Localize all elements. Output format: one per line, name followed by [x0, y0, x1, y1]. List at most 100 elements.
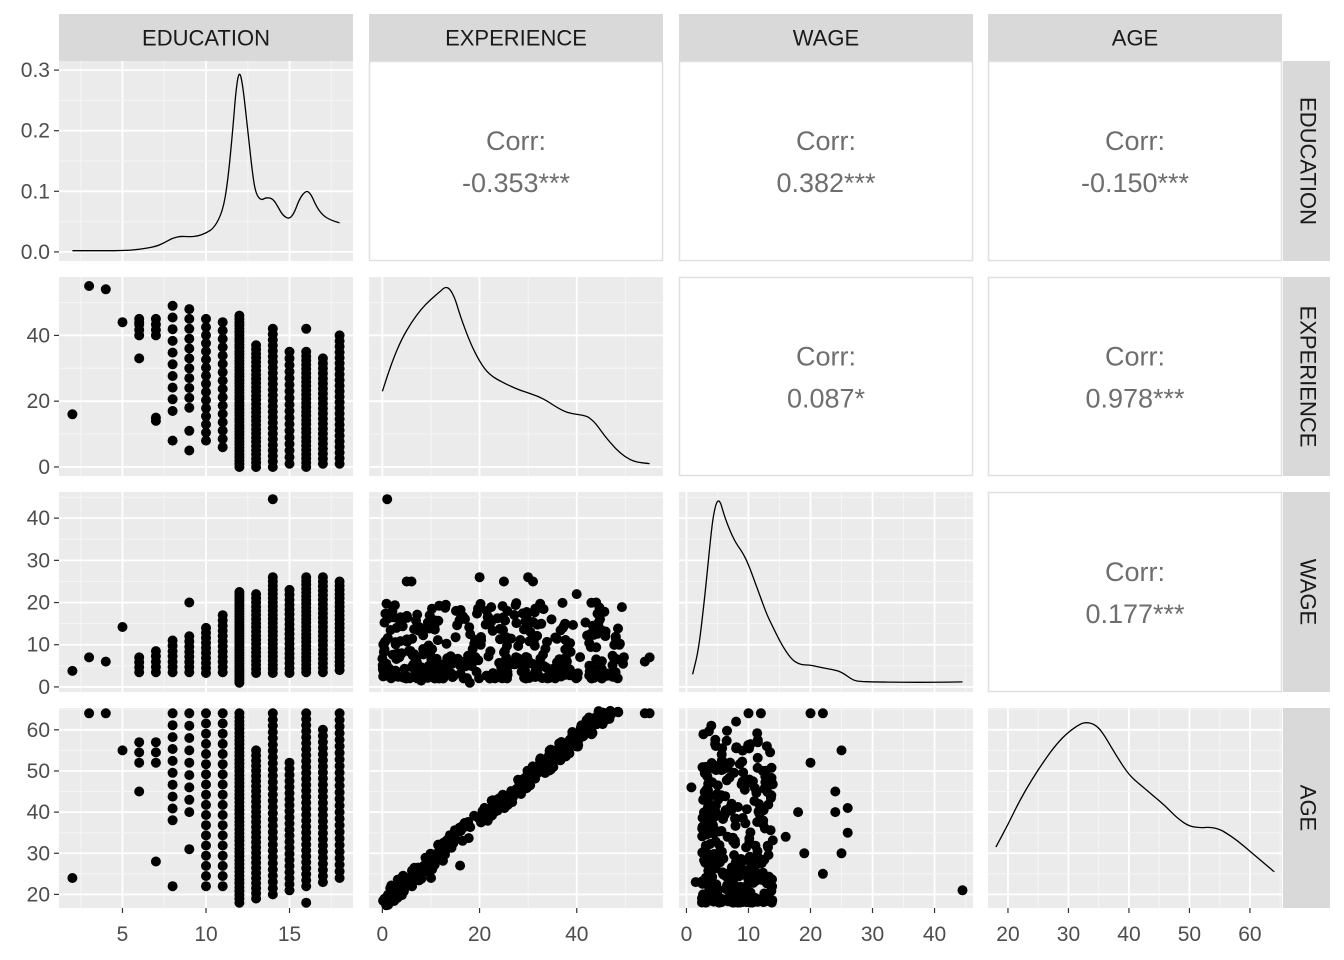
scatter-point [748, 854, 759, 865]
y-tick-label: 20 [27, 390, 50, 413]
scatter-point [217, 830, 228, 841]
scatter-point [474, 572, 485, 583]
scatter-point [701, 762, 712, 773]
scatter-point [167, 755, 178, 766]
scatter-point [744, 895, 755, 906]
scatter-point [301, 346, 312, 357]
scatter-point [167, 406, 178, 416]
scatter-point [518, 666, 529, 676]
y-axis-age: 20 30 40 50 60 [27, 719, 59, 906]
scatter-point [217, 810, 228, 820]
scatter-point [501, 652, 512, 663]
scatter-point [201, 769, 211, 780]
scatter-point [234, 708, 245, 719]
scatter-point [591, 597, 602, 608]
scatter-point [201, 622, 211, 633]
scatter-point [483, 612, 494, 622]
row-strip-label: AGE [1296, 785, 1321, 831]
scatter-point [201, 395, 211, 406]
x-tick-label: 30 [861, 923, 884, 946]
y-tick-label: 0.0 [21, 241, 50, 264]
scatter-point [830, 786, 841, 797]
scatter-point [167, 815, 178, 826]
scatter-point [805, 708, 816, 719]
scatter-point [381, 598, 392, 609]
y-tick-label: 0 [38, 676, 50, 699]
row-strip-label: EXPERIENCE [1296, 306, 1321, 448]
scatter-point [836, 745, 847, 756]
scatter-point [284, 584, 295, 595]
scatter-point [217, 820, 228, 831]
density-line-age [995, 722, 1275, 873]
scatter-point [737, 856, 748, 867]
scatter-point [544, 673, 555, 683]
scatter-point [467, 644, 478, 654]
scatter-point [301, 323, 312, 334]
scatter-point [407, 869, 418, 880]
scatter-point [217, 610, 228, 621]
scatter-point [752, 846, 763, 857]
y-tick-label: 40 [27, 324, 50, 347]
scatter-point [150, 646, 161, 657]
scatter-point [201, 708, 211, 719]
row-strip-label: EDUCATION [1296, 97, 1321, 225]
panel-border [987, 276, 1283, 477]
scatter-point [391, 622, 402, 633]
scatter-point [383, 613, 394, 624]
scatter-point [588, 672, 599, 683]
panel-wage-vs-wage [679, 492, 973, 692]
scatter-point [150, 737, 161, 748]
scatter-point [716, 790, 727, 801]
scatter-point [512, 783, 523, 794]
scatter-point [201, 810, 211, 820]
x-tick-label: 10 [194, 923, 217, 946]
column-strip-background [59, 14, 353, 61]
scatter-point [701, 792, 712, 803]
scatter-point [167, 791, 178, 802]
scatter-point [530, 603, 541, 614]
scatter-point [558, 740, 569, 751]
corr-value: 0.382*** [776, 168, 876, 198]
scatter-point [217, 769, 228, 780]
row-strip-background [1283, 708, 1330, 908]
scatter-point [267, 356, 278, 367]
scatter-point [408, 662, 419, 673]
scatter-point [552, 633, 562, 644]
scatter-point [731, 742, 742, 753]
scatter-point [727, 885, 738, 896]
scatter-point [217, 433, 228, 444]
panel-border [987, 491, 1283, 693]
scatter-point [759, 823, 770, 834]
scatter-point [761, 741, 772, 752]
scatter-point [731, 716, 742, 727]
scatter-point [217, 333, 228, 344]
panel-border [678, 276, 974, 477]
scatter-point [567, 730, 578, 741]
scatter-point [957, 885, 968, 896]
scatter-point [742, 886, 753, 897]
scatter-point [217, 708, 228, 719]
scatter-point [217, 408, 228, 419]
scatter-point [201, 370, 211, 381]
scatter-point [217, 417, 228, 428]
scatter-point [201, 322, 211, 333]
scatter-point [201, 830, 211, 841]
scatter-point [390, 639, 401, 650]
scatter-point [134, 353, 145, 364]
scatter-point [729, 767, 739, 778]
x-tick-label: 20 [468, 923, 491, 946]
scatter-point [334, 708, 345, 719]
scatter-point [217, 358, 228, 369]
scatter-point [765, 793, 776, 803]
scatter-point [184, 782, 195, 793]
panel-education-vs-wage: Corr: 0.382*** [678, 60, 974, 262]
scatter-point [284, 346, 295, 357]
scatter-point [167, 359, 178, 370]
scatter-point [413, 862, 423, 873]
column-strip-wage: WAGE [679, 14, 973, 61]
scatter-point [217, 881, 228, 892]
scatter-point [217, 779, 228, 790]
scatter-point [422, 617, 433, 628]
scatter-point [317, 572, 328, 583]
density-line-wage [691, 500, 963, 683]
